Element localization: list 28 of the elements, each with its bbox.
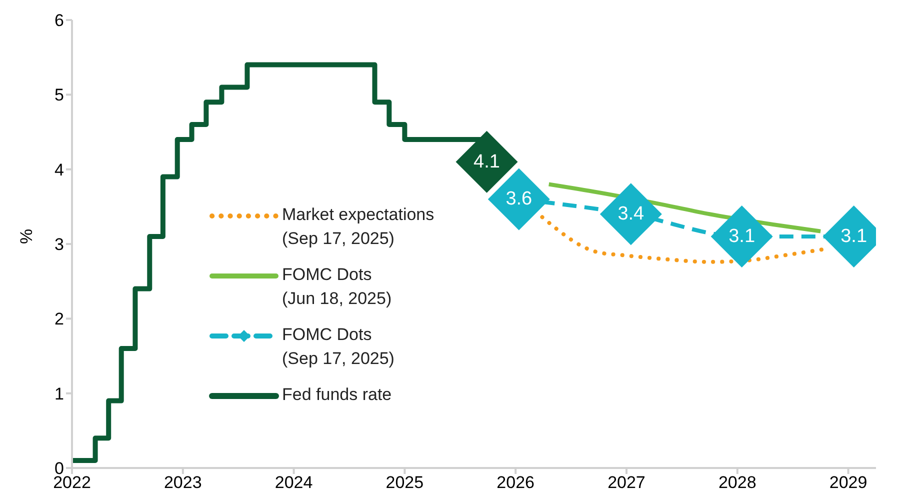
legend-label: FOMC Dots (Sep 17, 2025) (282, 324, 394, 370)
point (488, 168, 550, 230)
x-tick-label: 2025 (386, 473, 424, 492)
x-tick-label: 2027 (608, 473, 646, 492)
y-tick-label: 1 (54, 384, 64, 404)
y-axis-title: % (17, 228, 36, 244)
y-tick-label: 4 (54, 160, 64, 180)
data-label: 4.1 (474, 151, 500, 172)
x-tick-label: 2026 (496, 473, 534, 492)
data-label: 3.6 (506, 188, 532, 210)
x-tick-label: 2022 (53, 473, 91, 492)
y-tick-label: 5 (54, 86, 64, 105)
point (600, 183, 662, 246)
y-tick-label: 2 (54, 310, 64, 329)
point (456, 130, 518, 193)
y-tick-label: 3 (54, 235, 64, 254)
x-tick-label: 2028 (718, 473, 756, 492)
data-label: 3.4 (618, 204, 645, 225)
legend-label: Fed funds rate (282, 384, 392, 406)
legend-label: Market expectations (Sep 17, 2025) (282, 204, 434, 250)
legend-label: FOMC Dots (Jun 18, 2025) (282, 264, 392, 310)
data-label: 3.1 (728, 226, 756, 248)
y-tick-label: 6 (54, 11, 64, 30)
x-tick-label: 2023 (164, 473, 202, 492)
point (710, 206, 773, 268)
x-tick-label: 2029 (829, 473, 868, 492)
data-label: 3.1 (840, 226, 868, 248)
x-tick-label: 2024 (274, 473, 313, 492)
